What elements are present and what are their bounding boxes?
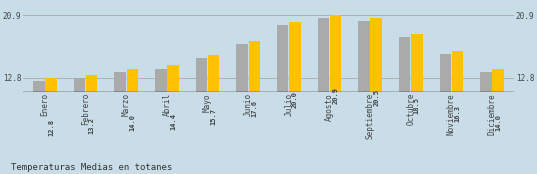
- Bar: [33, 81, 45, 174]
- Bar: [440, 54, 451, 174]
- Bar: [371, 18, 382, 174]
- Text: 20.5: 20.5: [373, 89, 379, 106]
- Bar: [289, 22, 301, 174]
- Bar: [277, 25, 288, 174]
- Text: Temperaturas Medias en totanes: Temperaturas Medias en totanes: [11, 163, 172, 172]
- Bar: [236, 44, 248, 174]
- Text: 20.0: 20.0: [292, 91, 298, 108]
- Bar: [114, 72, 126, 174]
- Text: 14.0: 14.0: [495, 114, 501, 131]
- Bar: [411, 34, 423, 174]
- Text: 14.0: 14.0: [129, 114, 135, 131]
- Bar: [452, 51, 463, 174]
- Bar: [46, 78, 57, 174]
- Text: 16.3: 16.3: [454, 105, 460, 122]
- Bar: [196, 58, 207, 174]
- Text: 12.8: 12.8: [48, 119, 54, 136]
- Text: 14.4: 14.4: [170, 113, 176, 130]
- Text: 13.2: 13.2: [89, 117, 95, 134]
- Bar: [399, 37, 410, 174]
- Bar: [492, 69, 504, 174]
- Bar: [208, 55, 219, 174]
- Bar: [86, 75, 97, 174]
- Text: 18.5: 18.5: [414, 97, 420, 114]
- Bar: [74, 78, 85, 174]
- Text: 15.7: 15.7: [211, 108, 216, 125]
- Bar: [168, 65, 179, 174]
- Bar: [127, 69, 138, 174]
- Bar: [358, 21, 369, 174]
- Bar: [480, 72, 491, 174]
- Bar: [249, 41, 260, 174]
- Bar: [155, 69, 166, 174]
- Bar: [330, 15, 341, 174]
- Bar: [318, 18, 329, 174]
- Text: 17.6: 17.6: [251, 100, 257, 117]
- Text: 20.9: 20.9: [332, 88, 338, 104]
